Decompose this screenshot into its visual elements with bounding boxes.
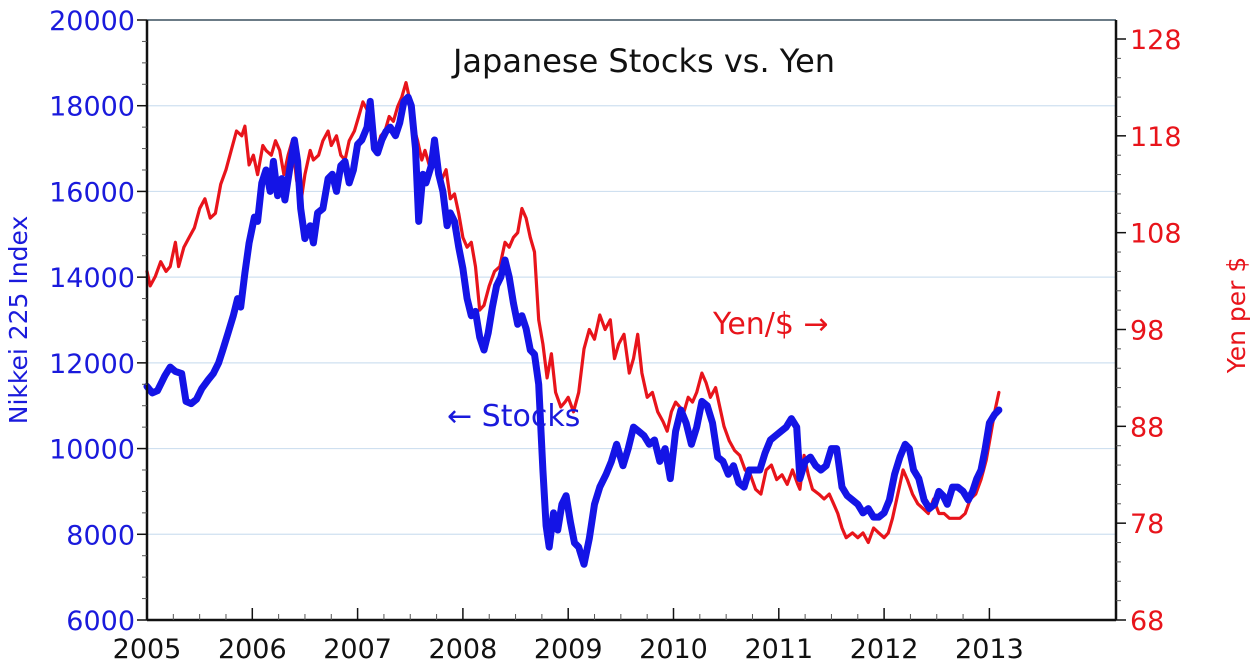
tick-label: 2010	[639, 634, 708, 665]
chart-title: Japanese Stocks vs. Yen	[451, 42, 835, 80]
plot-frame	[145, 19, 1118, 622]
tick-label: 2009	[534, 634, 603, 665]
tick-label: 14000	[49, 263, 135, 294]
x-axis: 2005 2006 2007 2008 2009 2010 2011 2012 2013	[113, 608, 1024, 665]
stocks-annotation: ← Stocks	[447, 399, 580, 434]
tick-label: 20000	[49, 6, 135, 37]
tick-label: 18000	[49, 92, 135, 123]
tick-label: 2007	[323, 634, 392, 665]
right-axis-label: Yen per $	[1222, 257, 1251, 375]
tick-label: 88	[1130, 412, 1164, 443]
tick-label: 16000	[49, 177, 135, 208]
tick-label: 2012	[850, 634, 919, 665]
yen-series-line	[145, 80, 1001, 545]
tick-label: 8000	[66, 520, 135, 551]
tick-label: 108	[1130, 219, 1182, 250]
left-y-axis: 20000 18000 16000 14000 12000 10000 8000 6000	[49, 6, 147, 637]
series-path	[145, 80, 1001, 545]
series-path	[143, 93, 1003, 568]
tick-label: 78	[1130, 509, 1164, 540]
tick-label: 6000	[66, 606, 135, 637]
tick-label: 2006	[218, 634, 287, 665]
tick-label: 2013	[955, 634, 1024, 665]
tick-label: 2008	[429, 634, 498, 665]
yen-annotation: Yen/$ →	[712, 307, 829, 342]
tick-label: 10000	[49, 435, 135, 466]
tick-label: 128	[1130, 25, 1182, 56]
tick-label: 2011	[744, 634, 813, 665]
left-axis-label: Nikkei 225 Index	[4, 216, 33, 424]
right-y-axis: 128 118 108 98 88 78 68	[1116, 25, 1182, 637]
stocks-series-line	[143, 93, 1003, 568]
tick-label: 68	[1130, 606, 1164, 637]
tick-label: 2005	[113, 634, 182, 665]
tick-label: 118	[1130, 122, 1182, 153]
tick-label: 12000	[49, 349, 135, 380]
tick-label: 98	[1130, 316, 1164, 347]
